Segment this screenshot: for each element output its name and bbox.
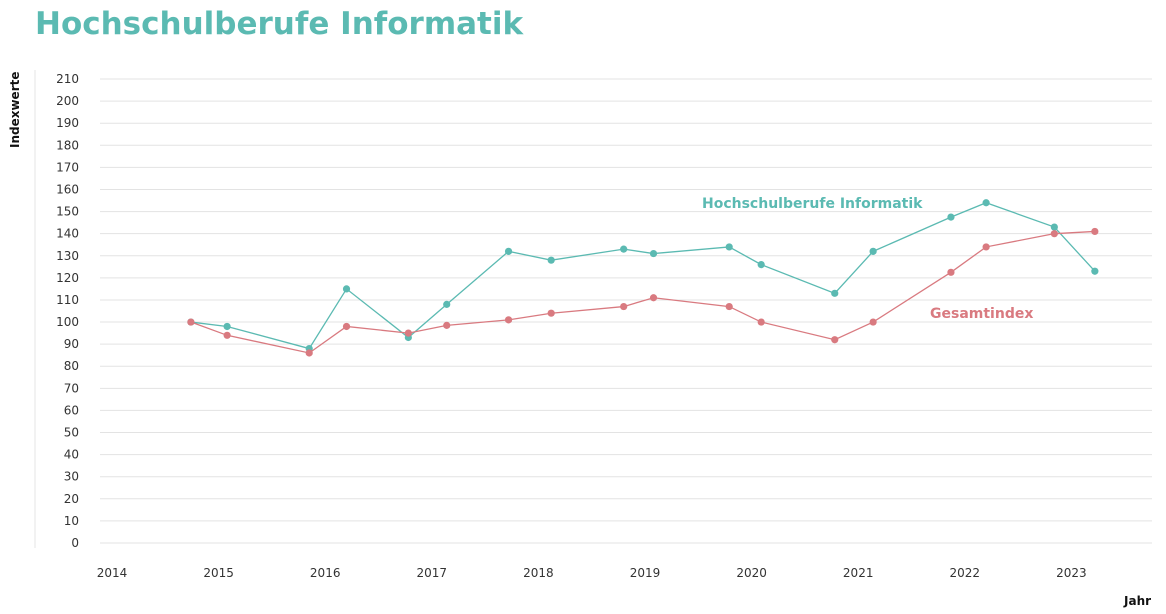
data-point: [831, 289, 839, 297]
x-tick-label: 2017: [417, 566, 448, 580]
x-tick-label: 2021: [843, 566, 874, 580]
chart-title: Hochschulberufe Informatik: [35, 6, 524, 42]
data-point: [187, 318, 195, 326]
data-point: [342, 322, 351, 331]
y-tick-label: 70: [64, 381, 79, 395]
series-label-informatik: Hochschulberufe Informatik: [702, 196, 923, 212]
x-tick-label: 2020: [736, 566, 767, 580]
y-tick-label: 60: [64, 403, 79, 417]
data-point: [831, 336, 839, 344]
data-point: [869, 318, 877, 326]
x-tick-label: 2018: [523, 566, 554, 580]
y-tick-label: 140: [56, 227, 79, 241]
series-line-1: [190, 230, 1095, 354]
data-point: [649, 294, 658, 302]
y-tick-label: 90: [64, 337, 79, 351]
y-tick-label: 210: [56, 72, 79, 86]
y-axis-label: Indexwerte: [8, 72, 22, 149]
data-point: [342, 285, 351, 293]
data-point: [947, 268, 955, 276]
x-tick-label: 2015: [203, 566, 234, 580]
y-tick-label: 30: [64, 470, 79, 484]
x-tick-label: 2016: [310, 566, 341, 580]
data-point: [620, 302, 628, 311]
data-point: [547, 256, 555, 264]
y-tick-label: 120: [56, 271, 79, 285]
x-tick-label: 2014: [97, 566, 128, 580]
data-point: [1050, 223, 1058, 231]
y-tick-label: 40: [64, 448, 79, 462]
data-point: [223, 331, 231, 339]
y-tick-label: 80: [64, 359, 79, 373]
y-tick-label: 100: [56, 315, 79, 329]
y-tick-label: 190: [56, 116, 79, 130]
x-axis-label: Jahr: [1123, 594, 1151, 608]
x-tick-label: 2019: [630, 566, 661, 580]
y-tick-label: 160: [56, 182, 79, 196]
data-point: [620, 245, 628, 253]
data-point: [649, 249, 658, 258]
data-point: [1050, 230, 1058, 238]
series-line-0: [190, 202, 1096, 350]
data-point: [443, 321, 451, 329]
y-tick-label: 110: [56, 293, 79, 307]
data-point: [305, 349, 313, 357]
y-tick-label: 180: [56, 138, 79, 152]
data-point: [1091, 227, 1099, 236]
data-point: [504, 247, 513, 255]
series-label-gesamtindex: Gesamtindex: [930, 306, 1033, 322]
data-point: [869, 247, 877, 255]
data-point: [223, 322, 231, 331]
data-point: [982, 199, 990, 207]
data-point: [982, 243, 990, 251]
data-point: [504, 316, 513, 324]
data-point: [443, 300, 451, 308]
y-tick-label: 0: [71, 536, 79, 550]
data-point: [947, 213, 955, 221]
x-tick-label: 2022: [950, 566, 981, 580]
data-point: [725, 243, 733, 251]
data-point: [547, 309, 555, 317]
data-point: [725, 302, 733, 311]
data-point: [757, 318, 765, 326]
x-tick-label: 2023: [1056, 566, 1087, 580]
y-tick-label: 10: [64, 514, 79, 528]
y-tick-label: 150: [56, 205, 79, 219]
y-tick-label: 200: [56, 94, 79, 108]
y-tick-label: 50: [64, 426, 79, 440]
data-point: [757, 261, 765, 269]
y-tick-label: 20: [64, 492, 79, 506]
y-tick-label: 170: [56, 160, 79, 174]
data-point: [1091, 267, 1099, 275]
y-tick-label: 130: [56, 249, 79, 263]
data-point: [404, 329, 412, 337]
